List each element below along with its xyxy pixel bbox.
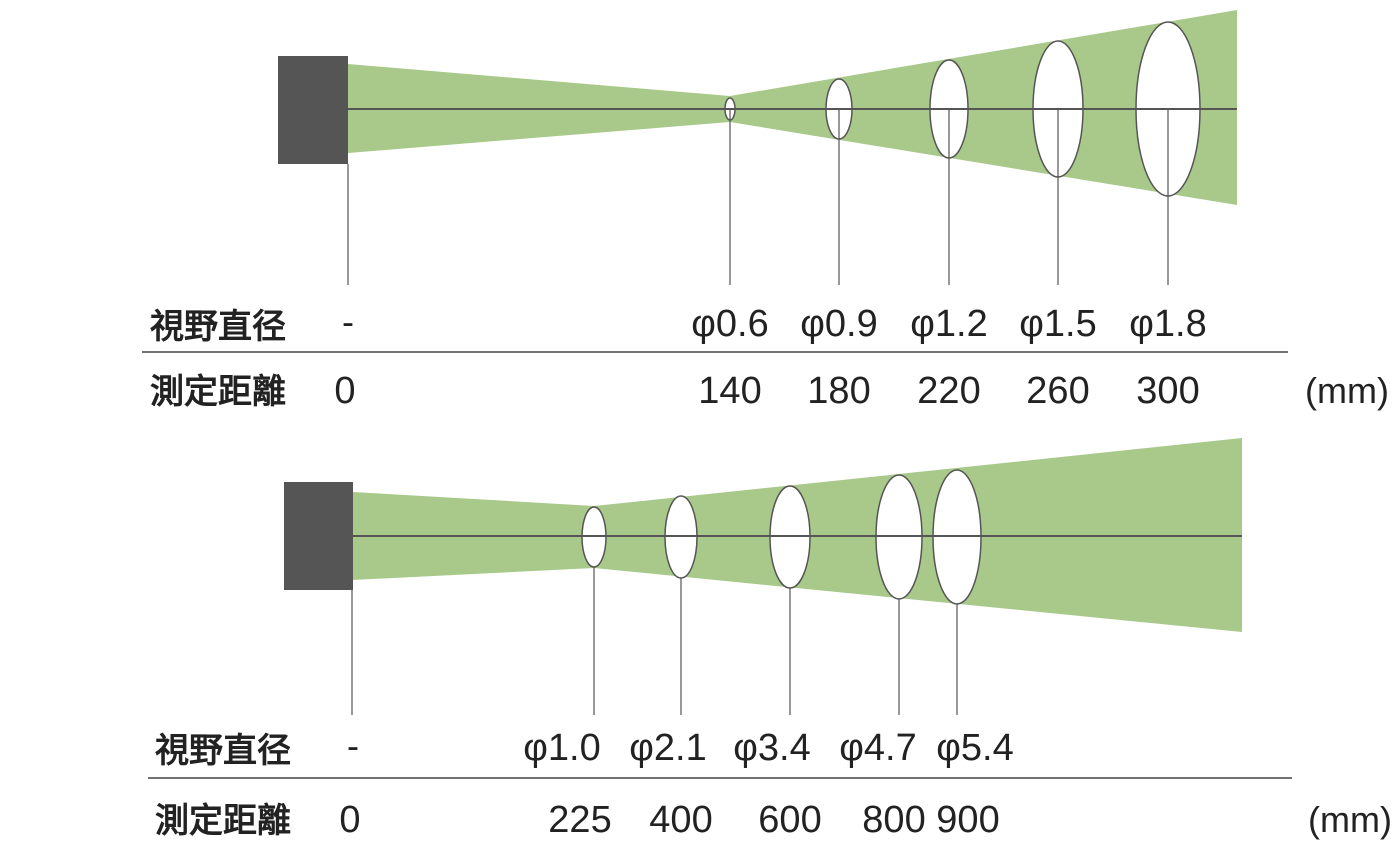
spot-diameter-2-5: φ5.4 — [936, 727, 1013, 769]
distance-label-2: 測定距離 — [155, 801, 291, 841]
spot-diameter-2-4: φ4.7 — [839, 727, 916, 769]
sensor-body-2 — [284, 482, 353, 590]
spot-diameter-1-2: φ0.9 — [800, 303, 877, 345]
spot-diameter-1-3: φ1.2 — [910, 303, 987, 345]
spot-diameter-2-2: φ2.1 — [629, 727, 706, 769]
unit-label-1: (mm) — [1305, 370, 1389, 411]
spot-distance-1-2: 180 — [807, 370, 870, 412]
spot-distance-1-1: 140 — [698, 370, 761, 412]
spot-diameter-2-1: φ1.0 — [523, 727, 600, 769]
spot-distance-1-5: 300 — [1136, 370, 1199, 412]
sensor-body-1 — [278, 56, 348, 164]
distance-label-1: 測定距離 — [150, 372, 286, 412]
unit-label-2: (mm) — [1308, 799, 1392, 840]
spot-diameter-1-5: φ1.8 — [1129, 303, 1206, 345]
diagram-2: 視野直径 - 測定距離 0 (mm) φ1.0 φ2.1 φ3.4 φ4.7 φ… — [148, 438, 1392, 841]
origin-spot-2: - — [347, 725, 359, 766]
spot-distance-2-2: 400 — [649, 799, 712, 841]
origin-spot-1: - — [342, 301, 354, 342]
origin-distance-1: 0 — [334, 370, 355, 412]
spot-diameter-2-3: φ3.4 — [733, 727, 810, 769]
origin-distance-2: 0 — [339, 799, 360, 841]
spot-distance-2-5: 900 — [936, 799, 999, 841]
spot-distance-1-3: 220 — [917, 370, 980, 412]
spot-distance-2-3: 600 — [758, 799, 821, 841]
spot-distance-2-1: 225 — [548, 799, 611, 841]
spot-distance-1-4: 260 — [1026, 370, 1089, 412]
spot-diameter-label-2: 視野直径 — [155, 731, 291, 771]
spot-diameter-1-4: φ1.5 — [1019, 303, 1096, 345]
spot-diameter-label-1: 視野直径 — [150, 307, 286, 347]
diagram-1: 視野直径 - 測定距離 0 (mm) φ0.6 φ0.9 φ1.2 φ1.5 φ… — [142, 10, 1389, 412]
spot-distance-2-4: 800 — [862, 799, 925, 841]
beam-cone-1 — [348, 10, 1237, 205]
spot-diameter-1-1: φ0.6 — [691, 303, 768, 345]
